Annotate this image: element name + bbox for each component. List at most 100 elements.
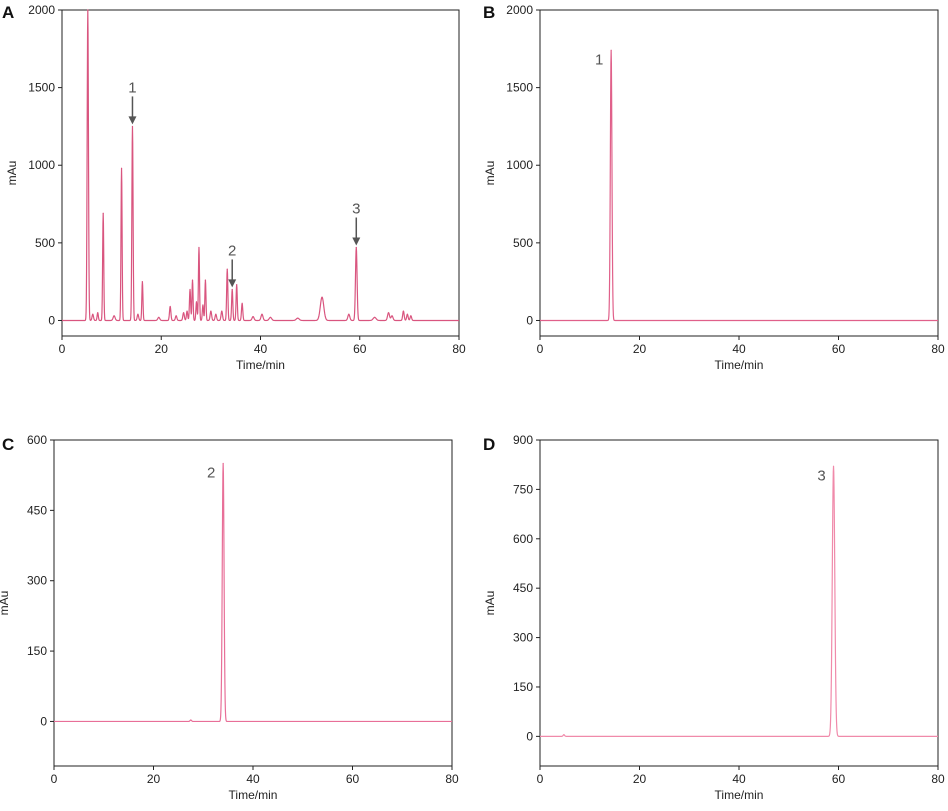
- y-tick-label-a: 0: [48, 313, 55, 327]
- panel-c: C 0 20 40 60 80 0 150 300 450 600 Time/min mAu 2: [0, 433, 459, 802]
- peak-apex-a: [87, 9, 89, 11]
- chromatogram-trace-a: [61, 9, 460, 322]
- peak-apex-a: [97, 312, 99, 314]
- peak-apex-a: [191, 279, 194, 281]
- y-tick-label-d: 300: [513, 631, 533, 645]
- peak-apex-a: [198, 246, 200, 249]
- peak-apex-a: [195, 301, 198, 303]
- y-tick-label-c: 450: [27, 503, 47, 517]
- panel-d: D 0 20 40 60 80 0 150 300 450 600 750 900 Time/min mAu…: [483, 433, 945, 802]
- x-tick-label-a: 0: [59, 342, 66, 356]
- x-tick-label-c: 20: [147, 772, 161, 786]
- peak-apex-a: [113, 315, 115, 317]
- peak-annotation-a: 1: [128, 79, 136, 96]
- x-tick-label-a: 60: [353, 342, 367, 356]
- panel-label-b: B: [483, 3, 495, 22]
- peak-apex-a: [355, 246, 357, 249]
- peak-apex-a: [321, 296, 323, 298]
- peak-apex-a: [215, 313, 217, 315]
- x-tick-label-c: 40: [246, 772, 260, 786]
- x-tick-label-c: 80: [445, 772, 459, 786]
- plot-frame-d: [539, 439, 939, 767]
- x-axis-label-d: Time/min: [715, 788, 764, 802]
- peak-apex-a: [221, 310, 223, 312]
- y-tick-label-d: 0: [526, 729, 533, 743]
- plot-frame-c: [53, 439, 453, 767]
- y-axis-label-d: mAu: [483, 591, 497, 616]
- x-tick-label-d: 20: [633, 772, 647, 786]
- peak-apex-a: [141, 281, 143, 283]
- y-tick-label-c: 300: [27, 574, 47, 588]
- peak-apex-a: [297, 317, 299, 319]
- x-tick-label-b: 60: [832, 342, 846, 356]
- peak-apex-a: [374, 316, 376, 318]
- x-tick-label-a: 80: [452, 342, 466, 356]
- peak-annotation-c: 2: [207, 464, 215, 481]
- peak-apex-a: [236, 284, 238, 286]
- peak-apex-a: [241, 302, 243, 304]
- y-tick-label-c: 0: [40, 714, 47, 728]
- y-tick-label-d: 450: [513, 581, 533, 595]
- y-tick-label-a: 500: [35, 236, 55, 250]
- y-tick-label-a: 1000: [28, 158, 55, 172]
- panel-label-c: C: [2, 435, 14, 454]
- y-tick-label-b: 500: [513, 236, 533, 250]
- peak-apex-a: [410, 315, 412, 317]
- peak-apex-a: [102, 212, 104, 214]
- peak-apex-a: [137, 313, 139, 315]
- peak-apex-d: [563, 734, 565, 736]
- x-tick-label-b: 20: [633, 342, 647, 356]
- panel-a: A 0 20 40 60 80 0 500 1000 1500 2000 Time/min mAu 1 2 3: [2, 3, 466, 372]
- peak-apex-a: [92, 313, 94, 315]
- x-axis-label-a: Time/min: [236, 358, 285, 372]
- peak-apex-a: [261, 313, 263, 315]
- peak-apex-a: [120, 167, 123, 169]
- peak-apex-a: [204, 279, 207, 281]
- peak-apex-a: [402, 310, 405, 312]
- peak-apex-a: [252, 315, 254, 318]
- peak-apex-a: [202, 304, 204, 306]
- x-tick-label-d: 0: [537, 772, 544, 786]
- peak-arrowhead-a: [352, 237, 361, 246]
- x-tick-label-d: 60: [832, 772, 846, 786]
- peak-apex-a: [186, 310, 188, 312]
- peak-apex-d: [832, 465, 835, 467]
- peak-arrowhead-a: [228, 279, 237, 288]
- peak-apex-a: [406, 313, 408, 315]
- peak-annotation-a: 2: [228, 242, 236, 259]
- chromatogram-trace-c: [53, 462, 453, 723]
- y-tick-label-d: 600: [513, 532, 533, 546]
- x-tick-label-c: 60: [346, 772, 360, 786]
- peak-apex-a: [210, 310, 212, 312]
- y-tick-label-b: 0: [526, 313, 533, 327]
- y-axis-label-c: mAu: [0, 591, 11, 616]
- peak-apex-a: [175, 315, 177, 317]
- peak-apex-a: [269, 316, 272, 318]
- peak-apex-a: [158, 316, 160, 318]
- peak-apex-b: [610, 49, 612, 51]
- peak-annotation-d: 3: [817, 467, 825, 484]
- x-tick-label-b: 80: [931, 342, 945, 356]
- y-tick-label-d: 900: [513, 433, 533, 447]
- y-tick-label-b: 1000: [506, 158, 533, 172]
- peak-apex-a: [391, 315, 393, 317]
- x-tick-label-a: 40: [254, 342, 268, 356]
- y-tick-label-c: 600: [27, 433, 47, 447]
- y-axis-label-b: mAu: [483, 161, 497, 186]
- peak-annotation-a: 3: [352, 201, 360, 218]
- y-tick-label-d: 750: [513, 482, 533, 496]
- y-tick-label-b: 1500: [506, 81, 533, 95]
- panel-b: B 0 20 40 60 80 0 500 1000 1500 2000 Time/min mAu 1: [483, 3, 945, 372]
- x-axis-label-c: Time/min: [229, 788, 278, 802]
- chromatogram-trace-b: [539, 49, 939, 322]
- x-tick-label-b: 40: [732, 342, 746, 356]
- panel-label-d: D: [483, 435, 495, 454]
- x-tick-label-d: 80: [931, 772, 945, 786]
- x-tick-label-d: 40: [732, 772, 746, 786]
- x-tick-label-c: 0: [51, 772, 58, 786]
- peak-apex-a: [131, 125, 134, 128]
- peak-apex-a: [189, 288, 191, 291]
- y-axis-label-a: mAu: [5, 161, 19, 186]
- y-tick-label-d: 150: [513, 680, 533, 694]
